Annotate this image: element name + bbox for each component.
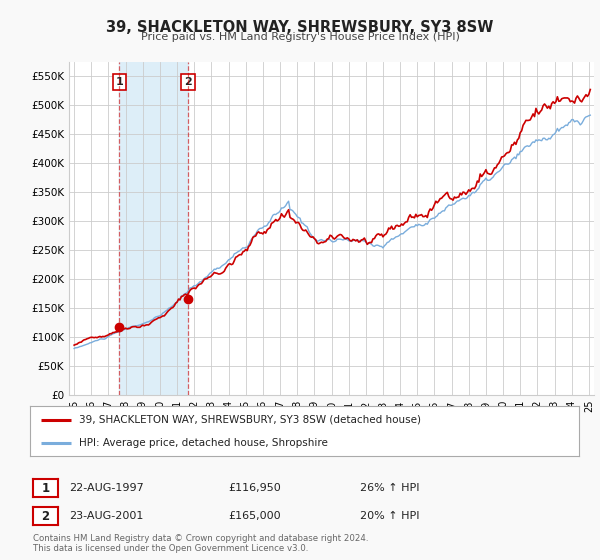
Text: HPI: Average price, detached house, Shropshire: HPI: Average price, detached house, Shro… <box>79 438 328 448</box>
Text: 23-AUG-2001: 23-AUG-2001 <box>69 511 143 521</box>
Bar <box>119 62 188 395</box>
Text: £165,000: £165,000 <box>228 511 281 521</box>
Text: 39, SHACKLETON WAY, SHREWSBURY, SY3 8SW (detached house): 39, SHACKLETON WAY, SHREWSBURY, SY3 8SW … <box>79 414 421 424</box>
Text: 20% ↑ HPI: 20% ↑ HPI <box>360 511 419 521</box>
Text: Price paid vs. HM Land Registry's House Price Index (HPI): Price paid vs. HM Land Registry's House … <box>140 32 460 42</box>
Text: 39, SHACKLETON WAY, SHREWSBURY, SY3 8SW: 39, SHACKLETON WAY, SHREWSBURY, SY3 8SW <box>106 20 494 35</box>
Text: £116,950: £116,950 <box>228 483 281 493</box>
Text: 1: 1 <box>41 482 50 494</box>
Text: 22-AUG-1997: 22-AUG-1997 <box>69 483 144 493</box>
Text: 26% ↑ HPI: 26% ↑ HPI <box>360 483 419 493</box>
Text: Contains HM Land Registry data © Crown copyright and database right 2024.: Contains HM Land Registry data © Crown c… <box>33 534 368 543</box>
Text: 2: 2 <box>184 77 192 87</box>
Text: This data is licensed under the Open Government Licence v3.0.: This data is licensed under the Open Gov… <box>33 544 308 553</box>
Text: 2: 2 <box>41 510 50 522</box>
Text: 1: 1 <box>116 77 124 87</box>
